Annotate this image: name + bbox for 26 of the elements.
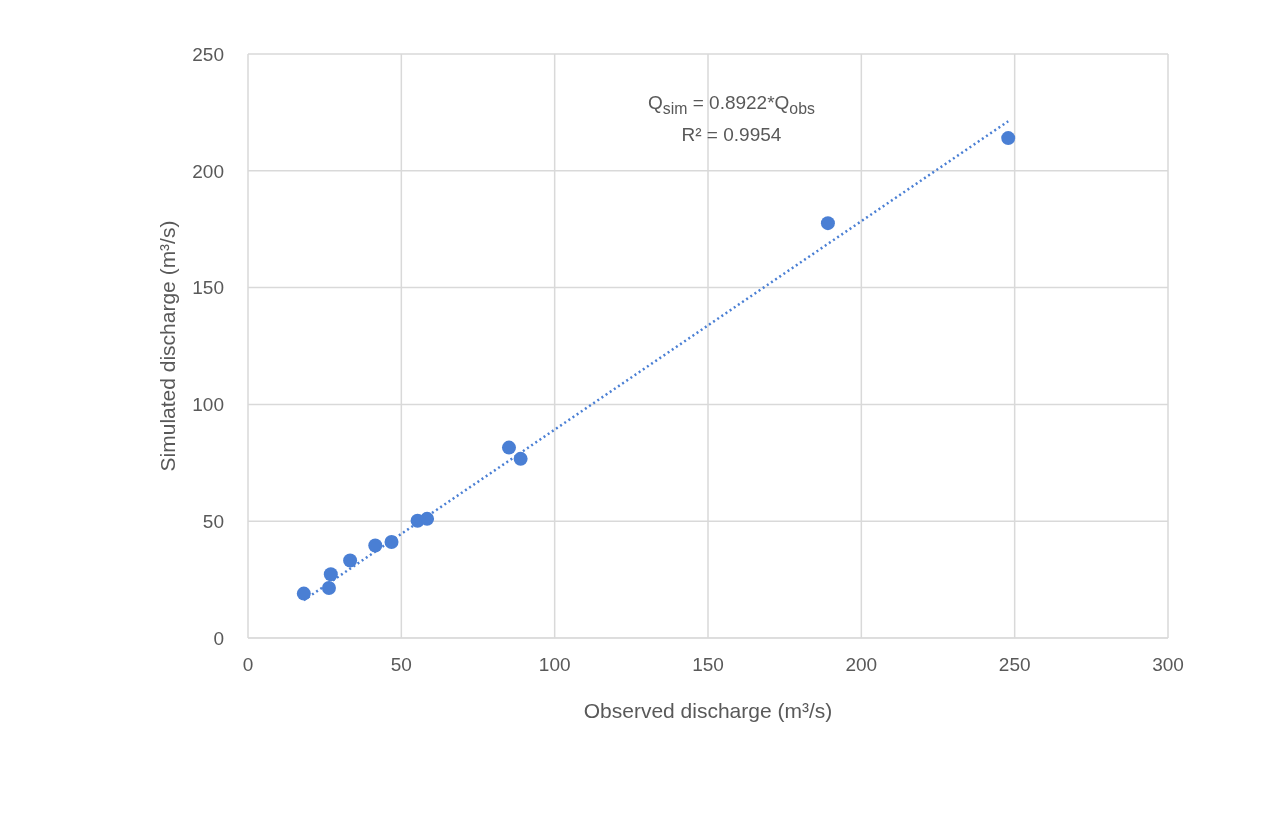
point [343, 553, 358, 568]
point [368, 538, 383, 553]
equation-note: Q$_{sim}$ = 0.8922*Q$_{obs}$ R² = 0.9954 [648, 91, 815, 147]
y-tick-label: 150 [192, 277, 224, 299]
y-tick-label: 50 [202, 510, 224, 532]
x-tick-label: 300 [1152, 654, 1184, 676]
y-tick-label: 0 [213, 627, 224, 649]
x-tick-label: 200 [845, 654, 878, 676]
point [323, 567, 338, 582]
point [1001, 131, 1016, 146]
x-tick-label: 250 [998, 654, 1031, 676]
x-tick-label: 150 [692, 654, 724, 676]
x-axis-title: Observed discharge (m³/s) [583, 699, 833, 722]
point [321, 581, 336, 596]
y-tick-label: 100 [192, 394, 224, 416]
point [501, 440, 516, 455]
point [513, 451, 528, 466]
x-tick-label: 0 [242, 654, 254, 676]
y-tick-label: 200 [192, 160, 224, 182]
y-axis-title: Simulated discharge (m³/s) [156, 220, 180, 472]
point [820, 216, 835, 231]
y-tick-label: 250 [192, 43, 224, 65]
point [420, 511, 435, 526]
point [296, 586, 311, 601]
x-tick-label: 50 [390, 654, 412, 676]
x-tick-label: 100 [538, 654, 571, 676]
